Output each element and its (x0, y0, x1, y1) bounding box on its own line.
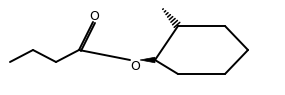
Polygon shape (140, 57, 155, 63)
Text: O: O (130, 61, 140, 74)
Text: O: O (89, 10, 99, 23)
